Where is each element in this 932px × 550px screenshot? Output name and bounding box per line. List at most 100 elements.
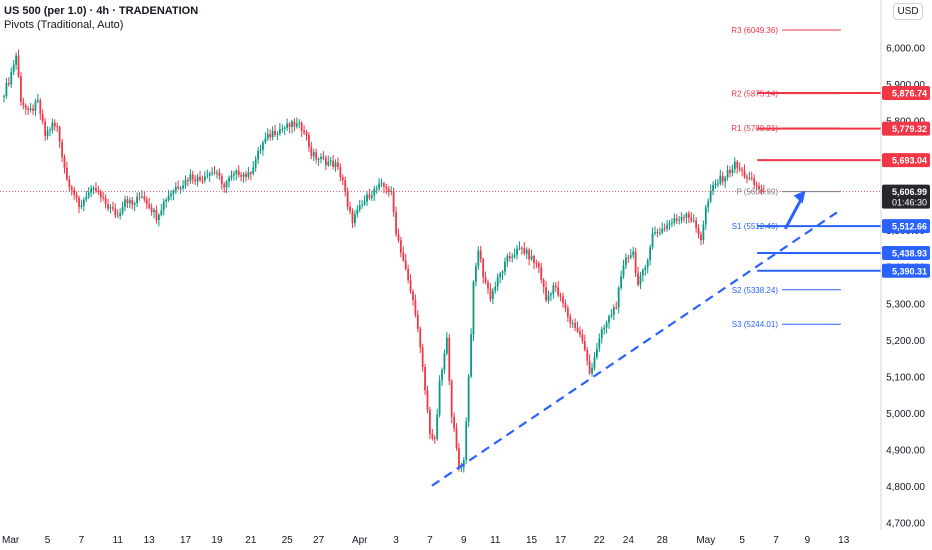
candle-body xyxy=(179,188,182,190)
candle-body xyxy=(375,188,378,190)
candle xyxy=(29,103,32,113)
candle xyxy=(685,212,688,224)
price-axis[interactable]: 6,000.005,900.005,800.005,700.005,600.00… xyxy=(886,44,925,530)
candle-body xyxy=(695,220,698,228)
candle-body xyxy=(109,207,112,209)
candle-body xyxy=(41,114,44,122)
candle-body xyxy=(300,122,303,131)
candle xyxy=(165,197,168,208)
candle-body xyxy=(63,156,66,169)
candle xyxy=(484,271,487,285)
candle xyxy=(293,118,296,132)
candle-body xyxy=(477,250,480,267)
time-axis[interactable]: Mar 5 7 11 13 17 19 21 25 27 Apr 3 7 9 11 15 17 22 24 28 May… xyxy=(2,535,850,546)
candle xyxy=(443,349,446,374)
symbol-title[interactable]: US 500 (per 1.0) · 4h · TRADENATION xyxy=(4,5,199,17)
candle xyxy=(617,286,620,314)
candle-body xyxy=(726,170,729,178)
candle-body xyxy=(520,247,523,249)
candle-body xyxy=(537,263,540,268)
candle xyxy=(356,205,359,218)
candle xyxy=(540,262,543,284)
candle-body xyxy=(397,234,400,241)
candle xyxy=(308,131,310,152)
candle-body xyxy=(518,247,521,249)
candle xyxy=(80,199,83,210)
candle-body xyxy=(639,275,642,285)
candle xyxy=(429,406,431,440)
candle-body xyxy=(172,190,175,194)
candle xyxy=(138,192,141,201)
candle-body xyxy=(535,262,538,264)
candle xyxy=(641,268,644,282)
candle-body xyxy=(53,122,56,127)
candle-body xyxy=(542,279,545,288)
candle xyxy=(85,190,88,203)
candle-body xyxy=(516,248,518,255)
candle xyxy=(736,159,739,174)
candle xyxy=(150,203,153,216)
candle-body xyxy=(528,249,531,260)
candle xyxy=(455,423,458,451)
candle-body xyxy=(649,247,652,261)
candle-body xyxy=(496,277,499,287)
candle-body xyxy=(114,208,117,216)
candle-body xyxy=(341,177,344,181)
candle xyxy=(678,216,681,225)
arrow-head-icon xyxy=(793,190,806,204)
candle-body xyxy=(68,179,71,188)
candle xyxy=(41,109,44,125)
candle xyxy=(34,98,37,117)
candle xyxy=(148,197,151,210)
candle xyxy=(220,173,223,190)
candle-body xyxy=(598,338,601,349)
candle-body xyxy=(402,252,405,261)
currency-button[interactable]: USD xyxy=(893,3,923,20)
candle-body xyxy=(245,174,247,177)
candle xyxy=(516,245,518,260)
time-tick-label: May xyxy=(696,535,715,546)
pivot-label: S2 (5338.24) xyxy=(732,286,779,295)
candle-body xyxy=(36,100,39,102)
price-tick-label: 5,900.00 xyxy=(886,80,925,91)
candle-body xyxy=(170,193,172,196)
candle xyxy=(177,180,180,191)
candle-body xyxy=(424,367,426,391)
candle-body xyxy=(49,129,51,131)
candle-body xyxy=(450,380,453,417)
candle-body xyxy=(383,183,385,187)
candle-body xyxy=(404,260,407,270)
candle xyxy=(615,301,618,310)
candle xyxy=(426,385,429,414)
candle xyxy=(375,185,378,194)
candle xyxy=(610,309,613,319)
candle xyxy=(162,198,165,216)
candle xyxy=(675,214,678,225)
candle xyxy=(726,165,729,181)
candle xyxy=(530,249,533,261)
candle xyxy=(15,52,17,70)
candle-body xyxy=(97,190,100,192)
candle xyxy=(354,210,356,228)
candle-body xyxy=(218,172,221,177)
candle xyxy=(593,352,596,371)
candle-body xyxy=(736,161,739,168)
arrow-shaft[interactable] xyxy=(783,195,804,230)
candle-body xyxy=(39,100,42,115)
candle-body xyxy=(620,276,622,288)
candle-body xyxy=(46,130,49,137)
candle-body xyxy=(165,199,168,202)
candle xyxy=(537,261,540,274)
candle-body xyxy=(489,288,492,300)
candle-body xyxy=(550,293,552,296)
candle xyxy=(608,314,610,329)
candle-body xyxy=(692,220,695,222)
candle-body xyxy=(66,168,68,180)
support-trendline[interactable] xyxy=(431,211,838,487)
candle-body xyxy=(475,266,477,282)
candle-body xyxy=(460,467,463,469)
candle-body xyxy=(545,287,547,301)
candle xyxy=(61,138,63,163)
indicator-title[interactable]: Pivots (Traditional, Auto) xyxy=(4,19,124,31)
